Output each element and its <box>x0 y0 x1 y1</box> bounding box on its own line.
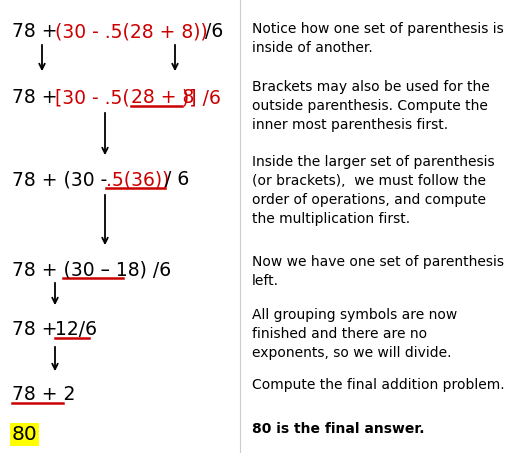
Text: Notice how one set of parenthesis is
inside of another.: Notice how one set of parenthesis is ins… <box>252 22 504 55</box>
Text: 78 + 2: 78 + 2 <box>12 385 75 404</box>
Text: / 6: / 6 <box>165 170 189 189</box>
Text: 80: 80 <box>12 425 38 444</box>
Text: Brackets may also be used for the
outside parenthesis. Compute the
inner most pa: Brackets may also be used for the outsid… <box>252 80 490 132</box>
Text: Now we have one set of parenthesis
left.: Now we have one set of parenthesis left. <box>252 255 504 288</box>
Text: .5(36)): .5(36)) <box>105 170 169 189</box>
Text: (30 - .5(28 + 8)): (30 - .5(28 + 8)) <box>54 22 207 41</box>
Text: )] /6: )] /6 <box>182 88 221 107</box>
Text: Inside the larger set of parenthesis
(or brackets),  we must follow the
order of: Inside the larger set of parenthesis (or… <box>252 155 495 226</box>
Text: Compute the final addition problem.: Compute the final addition problem. <box>252 378 505 392</box>
Text: /6: /6 <box>199 22 223 41</box>
Text: All grouping symbols are now
finished and there are no
exponents, so we will div: All grouping symbols are now finished an… <box>252 308 457 360</box>
Text: 78 +: 78 + <box>12 22 64 41</box>
Text: 28 + 8: 28 + 8 <box>131 88 194 107</box>
Text: 78 +: 78 + <box>12 88 64 107</box>
Text: 78 + (30 -: 78 + (30 - <box>12 170 113 189</box>
Text: 78 +: 78 + <box>12 320 64 339</box>
Text: 78 + (30 – 18) /6: 78 + (30 – 18) /6 <box>12 260 171 279</box>
Text: 12/6: 12/6 <box>54 320 97 339</box>
Text: [30 - .5(: [30 - .5( <box>54 88 129 107</box>
Text: 80 is the final answer.: 80 is the final answer. <box>252 422 424 436</box>
